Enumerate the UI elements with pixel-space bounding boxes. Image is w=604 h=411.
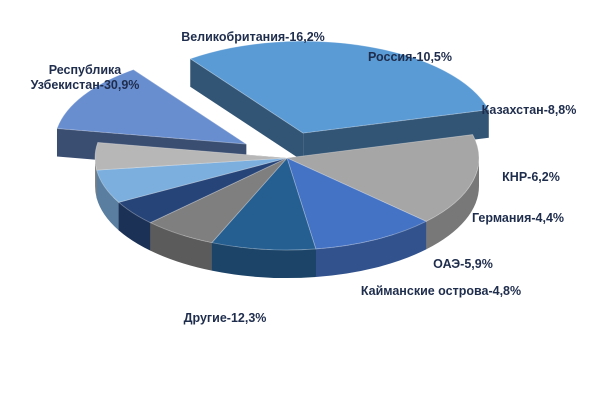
slice-казахстан: [211, 157, 317, 251]
slice-label-кнр: КНР-6,2%: [502, 170, 560, 184]
slice-label-line: Великобритания-16,2%: [181, 30, 325, 44]
slice-label-германия: Германия-4,4%: [472, 211, 564, 225]
slice-label-казахстан: Казахстан-8,8%: [482, 103, 577, 117]
slice-label-line: ОАЭ-5,9%: [433, 257, 493, 271]
slice-label-великобритания: Великобритания-16,2%: [181, 30, 325, 44]
slice-label-line: Россия-10,5%: [368, 50, 452, 64]
slice-германия: [117, 157, 288, 224]
slice-label-line: Германия-4,4%: [472, 211, 564, 225]
slice-label-line: Другие-12,3%: [184, 311, 267, 325]
slice-другие: [56, 69, 247, 145]
slice-label-line: Казахстан-8,8%: [482, 103, 577, 117]
slice-россия: [286, 157, 428, 250]
slice-label-line: Кайманские острова-4,8%: [361, 284, 521, 298]
slice-side-казахстан-outer-0: [211, 242, 316, 278]
slice-side-оаэ-outer-0: [96, 170, 119, 231]
slice-side-каймански-острова-outer-0: [95, 158, 97, 199]
slice-side-республика-узбекистан-wall-1: [303, 109, 489, 162]
slice-каймански-острова: [94, 142, 288, 171]
slice-side-кнр-outer-0: [150, 222, 212, 271]
slice-label-каймански-острова: Кайманские острова-4,8%: [361, 284, 521, 298]
slice-label-line: Узбекистан-30,9%: [31, 78, 140, 92]
slice-оаэ: [96, 157, 288, 203]
slice-label-другие: Другие-12,3%: [184, 311, 267, 325]
slice-label-республика-узбекистан: Республика Узбекистан-30,9%: [31, 63, 140, 92]
slice-tops: [56, 40, 490, 251]
slice-label-россия: Россия-10,5%: [368, 50, 452, 64]
slice-республика-узбекистан: [189, 40, 490, 134]
slice-label-line: Республика: [49, 63, 123, 77]
slice-label-line: КНР-6,2%: [502, 170, 560, 184]
slice-side-великобритания-outer-0: [426, 158, 479, 250]
slice-side-республика-узбекистан-wall-0: [190, 58, 304, 162]
slice-label-оаэ: ОАЭ-5,9%: [433, 257, 493, 271]
slice-кнр: [149, 157, 288, 244]
slice-labels: Республика Узбекистан-30,9% Великобритания…: [31, 30, 577, 325]
slice-великобритания: [285, 134, 480, 222]
slice-side-германия-outer-0: [118, 202, 151, 251]
slice-side-россия-outer-0: [315, 221, 427, 277]
